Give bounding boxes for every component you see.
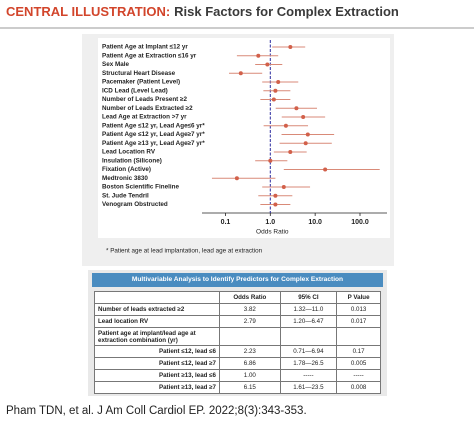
table-cell: [336, 327, 381, 346]
table-cell: Patient ≤12, lead ≤6: [94, 345, 220, 358]
table-cell: 2.23: [219, 345, 281, 358]
row-label: Patient Age ≤12 yr, Lead Age≤6 yr*: [102, 122, 205, 129]
table-cell: [279, 327, 338, 346]
row-label: Lead Location RV: [102, 149, 156, 156]
table-cell: 0.013: [336, 303, 381, 316]
table-row: Lead location RV 2.79 1.20—6.47 0.017: [94, 315, 381, 328]
row-label: Medtronic 3830: [102, 175, 148, 182]
row-label: Patient Age ≤12 yr, Lead Age≥7 yr*: [102, 131, 205, 138]
table-cell: 1.78—26.5: [279, 357, 338, 370]
point-estimate: [281, 185, 286, 189]
table-subrow: Patient ≥13, lead ≤6 1.00 ----- -----: [94, 369, 381, 382]
point-estimate: [276, 80, 281, 84]
table-subrow: Patient ≥13, lead ≥7 6.15 1.61—23.5 0.008: [94, 381, 381, 394]
point-estimate: [294, 106, 299, 111]
x-tick-label: 10.0: [308, 219, 322, 226]
table-cell: -----: [336, 369, 381, 382]
header-cell: P Value: [336, 291, 381, 304]
table-cell: 1.32—11.0: [279, 303, 338, 316]
table-cell: 0.71—6.94: [279, 345, 338, 358]
x-tick-label: 1.0: [265, 219, 275, 226]
header-title: Risk Factors for Complex Extraction: [174, 4, 399, 19]
table-cell: 6.86: [219, 357, 281, 370]
point-estimate: [283, 123, 288, 128]
table-cell: 1.00: [219, 369, 281, 382]
point-estimate: [234, 176, 239, 181]
row-label: Structural Heart Disease: [102, 70, 176, 77]
row-label: Number of Leads Present ≥2: [102, 96, 187, 103]
row-label: Sex Male: [102, 61, 129, 68]
table-group-row: Patient age at implant/lead age at extra…: [94, 327, 381, 346]
row-label: Insulation (Silicone): [102, 157, 162, 164]
table-cell: 0.17: [336, 345, 381, 358]
x-tick-label: 100.0: [351, 219, 369, 226]
table-cell: -----: [279, 369, 338, 382]
x-tick-label: 0.1: [221, 219, 231, 226]
header: CENTRAL ILLUSTRATION: Risk Factors for Co…: [6, 4, 399, 19]
table-cell: Lead location RV: [94, 315, 220, 328]
table-cell: 0.008: [336, 381, 381, 394]
row-label: St. Jude Tendril: [102, 192, 149, 199]
row-label: Venogram Obstructed: [102, 201, 168, 208]
table-cell: 1.61—23.5: [279, 381, 338, 394]
table-subrow: Patient ≤12, lead ≤6 2.23 0.71—6.94 0.17: [94, 345, 381, 358]
table-cell: 3.82: [219, 303, 281, 316]
table: Odds Ratio 95% CI P Value Number of leads e…: [94, 291, 381, 394]
row-label: Number of Leads Extracted ≥2: [102, 105, 193, 112]
row-label: Lead Age at Extraction >7 yr: [102, 114, 187, 121]
row-label: Patient Age at Implant ≤12 yr: [102, 44, 188, 51]
header-cell: Odds Ratio: [219, 291, 281, 304]
table-subrow: Patient ≤12, lead ≥7 6.86 1.78—26.5 0.005: [94, 357, 381, 370]
point-estimate: [323, 167, 328, 172]
table-cell: [219, 327, 281, 346]
row-label: Pacemaker (Patient Level): [102, 79, 180, 86]
row-label: Patient Age ≥13 yr, Lead Age≥7 yr*: [102, 140, 205, 147]
plot-area: [98, 38, 390, 238]
table-title: Multivariable Analysis to Identify Predi…: [92, 273, 383, 287]
x-axis-label: Odds Ratio: [256, 229, 289, 236]
point-estimate: [288, 150, 293, 154]
citation: Pham TDN, et al. J Am Coll Cardiol EP. 2…: [6, 405, 307, 417]
table-cell: 1.20—6.47: [279, 315, 338, 328]
point-estimate: [256, 53, 261, 58]
point-estimate: [273, 193, 278, 198]
header-label: CENTRAL ILLUSTRATION:: [6, 4, 170, 19]
point-estimate: [265, 62, 270, 67]
table-cell: 2.79: [219, 315, 281, 328]
group-label: Patient age at implant/lead age at extra…: [94, 327, 220, 346]
header-cell: [94, 291, 220, 304]
row-label: Fixation (Active): [102, 166, 151, 173]
table-cell: Number of leads extracted ≥2: [94, 303, 220, 316]
point-estimate: [288, 45, 293, 49]
point-estimate: [238, 71, 243, 76]
row-label: Patient Age at Extraction ≤16 yr: [102, 52, 197, 59]
point-estimate: [305, 132, 310, 137]
row-label: Boston Scientific Fineline: [102, 184, 179, 191]
table-cell: 0.005: [336, 357, 381, 370]
point-estimate: [273, 202, 278, 207]
table-cell: 0.017: [336, 315, 381, 328]
point-estimate: [271, 97, 276, 102]
point-estimate: [273, 88, 278, 93]
table-cell: Patient ≥13, lead ≤6: [94, 369, 220, 382]
table-header-row: Odds Ratio 95% CI P Value: [94, 291, 381, 304]
table-cell: Patient ≥13, lead ≥7: [94, 381, 220, 394]
point-estimate: [301, 115, 306, 119]
footnote: * Patient age at lead implantation, lead…: [106, 248, 263, 255]
point-estimate: [268, 158, 273, 163]
table-row: Number of leads extracted ≥2 3.82 1.32—11.…: [94, 303, 381, 316]
table-panel: Multivariable Analysis to Identify Predi…: [88, 270, 387, 396]
point-estimate: [303, 141, 308, 146]
header-cell: 95% CI: [279, 291, 338, 304]
table-cell: Patient ≤12, lead ≥7: [94, 357, 220, 370]
table-cell: 6.15: [219, 381, 281, 394]
row-label: ICD Lead (Level Lead): [102, 87, 168, 94]
